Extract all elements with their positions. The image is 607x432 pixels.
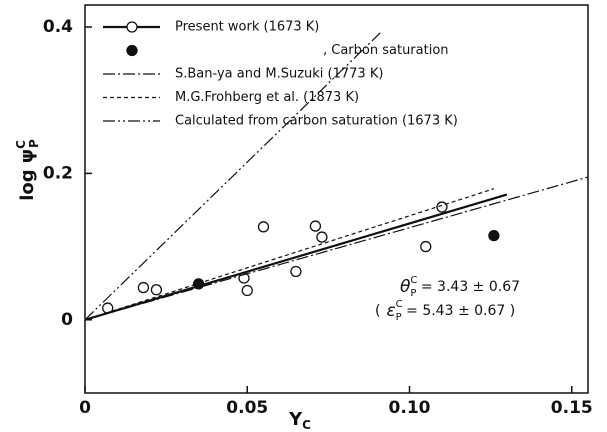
x-tick-label: 0.10 [389, 398, 431, 418]
legend-label: , Carbon saturation [323, 43, 449, 58]
legend-label: Present work (1673 K) [175, 20, 319, 35]
series-line [84, 188, 495, 321]
data-point [420, 240, 432, 253]
annotation: ( εC P = 5.43 ± 0.67 ) [375, 299, 515, 323]
data-point [316, 231, 328, 243]
x-tick-label: 0.05 [226, 398, 268, 418]
data-point [290, 265, 302, 278]
x-label-main: Y [288, 409, 303, 430]
series-line [84, 176, 589, 321]
annotation-sub: P [396, 312, 402, 323]
annotation-symbol: θ [400, 277, 411, 297]
x-axis-label: YC [288, 409, 311, 432]
legend-marker [126, 44, 138, 57]
legend-marker [126, 21, 138, 33]
annotation-sup: C [410, 275, 417, 286]
y-label-main: log ψ [17, 149, 38, 201]
annotation-sub: P [410, 288, 416, 299]
data-point [436, 201, 448, 213]
series-line [84, 32, 381, 321]
annotation-sup: C [396, 299, 403, 310]
plot-frame [84, 4, 589, 394]
annotation-text: = 5.43 ± 0.67 ) [402, 303, 516, 319]
series-line [84, 193, 508, 321]
data-point [309, 220, 322, 232]
annotation-paren: ( [375, 303, 380, 319]
legend-label: S.Ban-ya and M.Suzuki (1773 K) [175, 67, 383, 82]
y-tick-label: 0.4 [43, 17, 73, 37]
y-tick-label: 0 [61, 310, 73, 330]
annotation-symbol: ε [386, 301, 395, 321]
annotation-text: = 3.43 ± 0.67 [416, 279, 520, 295]
y-label-sub: P [27, 139, 41, 148]
legend-label: Calculated from carbon saturation (1673 … [175, 114, 458, 129]
data-point [241, 284, 253, 297]
data-point [257, 221, 270, 233]
legend-label: M.G.Frohberg et al. (1873 K) [175, 90, 359, 105]
x-tick-label: 0.15 [551, 398, 593, 418]
data-point [150, 284, 163, 296]
annotation: θC P = 3.43 ± 0.67 [400, 275, 520, 299]
y-axis-label: log ψCP [14, 139, 41, 201]
data-point [137, 281, 150, 294]
data-point [488, 229, 500, 242]
x-tick-label: 0 [79, 398, 91, 418]
y-label-sup: C [14, 140, 28, 149]
x-label-sub: C [302, 418, 311, 432]
y-tick-label: 0.2 [43, 163, 73, 183]
